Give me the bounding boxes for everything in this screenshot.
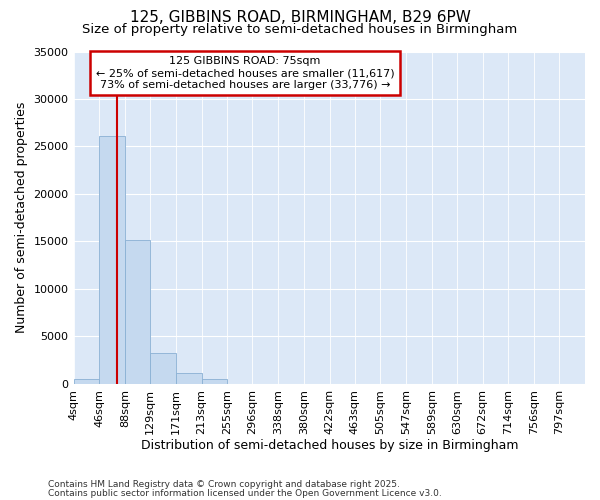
Y-axis label: Number of semi-detached properties: Number of semi-detached properties <box>15 102 28 334</box>
Bar <box>202 380 227 384</box>
Bar <box>176 372 202 384</box>
Text: Size of property relative to semi-detached houses in Birmingham: Size of property relative to semi-detach… <box>82 22 518 36</box>
X-axis label: Distribution of semi-detached houses by size in Birmingham: Distribution of semi-detached houses by … <box>140 440 518 452</box>
Bar <box>150 352 176 384</box>
Text: Contains public sector information licensed under the Open Government Licence v3: Contains public sector information licen… <box>48 489 442 498</box>
Bar <box>125 240 150 384</box>
Bar <box>99 136 125 384</box>
Text: 125 GIBBINS ROAD: 75sqm
← 25% of semi-detached houses are smaller (11,617)
73% o: 125 GIBBINS ROAD: 75sqm ← 25% of semi-de… <box>95 56 394 90</box>
Bar <box>74 380 99 384</box>
Text: 125, GIBBINS ROAD, BIRMINGHAM, B29 6PW: 125, GIBBINS ROAD, BIRMINGHAM, B29 6PW <box>130 10 470 25</box>
Text: Contains HM Land Registry data © Crown copyright and database right 2025.: Contains HM Land Registry data © Crown c… <box>48 480 400 489</box>
